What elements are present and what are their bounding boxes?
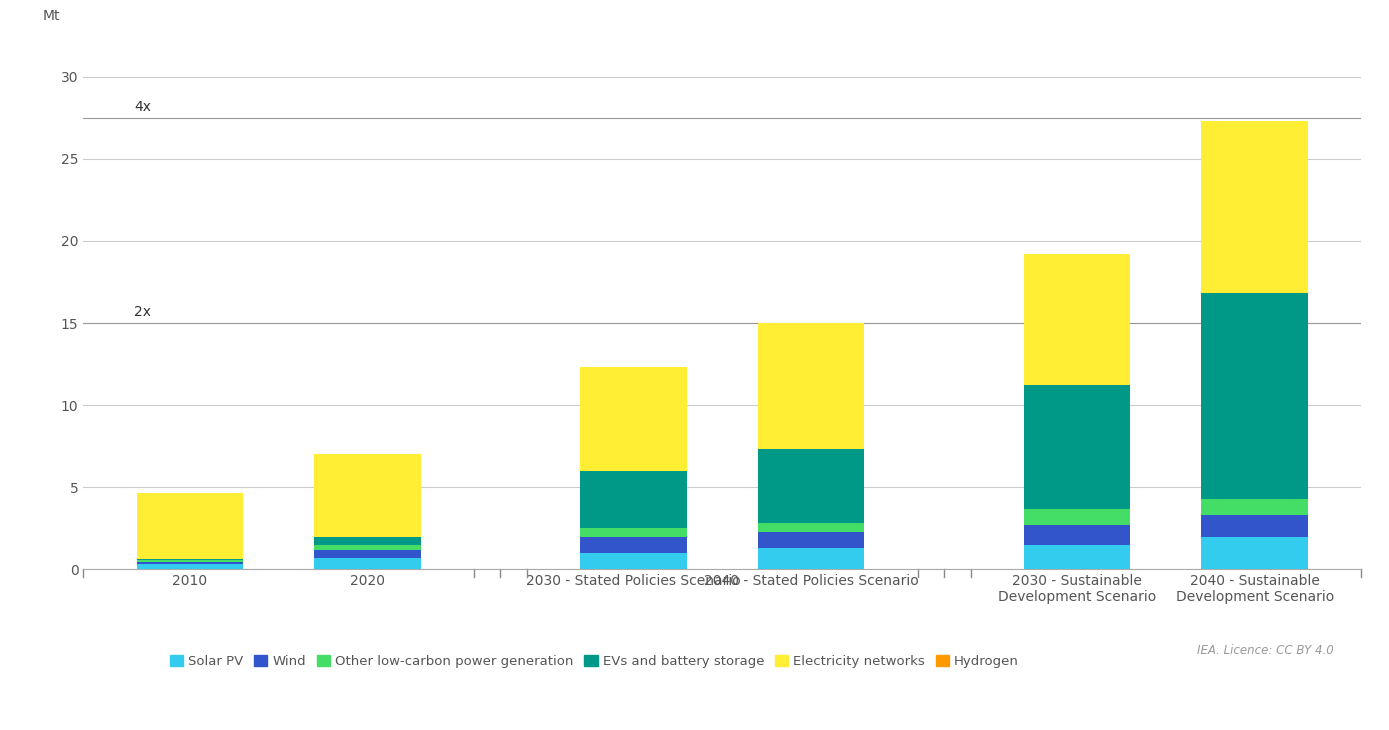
- Bar: [1024, 385, 1131, 509]
- Bar: [581, 537, 686, 553]
- Bar: [136, 564, 243, 569]
- Bar: [136, 562, 243, 564]
- Text: 2x: 2x: [135, 305, 151, 319]
- Bar: [314, 454, 421, 537]
- Bar: [314, 558, 421, 569]
- Text: IEA. Licence: CC BY 4.0: IEA. Licence: CC BY 4.0: [1197, 644, 1333, 657]
- Bar: [758, 531, 864, 548]
- Bar: [1024, 545, 1131, 569]
- Bar: [136, 561, 243, 562]
- Bar: [581, 367, 686, 471]
- Bar: [581, 553, 686, 569]
- Bar: [758, 523, 864, 531]
- Bar: [1201, 515, 1308, 537]
- Bar: [1201, 499, 1308, 515]
- Bar: [136, 493, 243, 558]
- Bar: [1024, 254, 1131, 385]
- Bar: [758, 548, 864, 569]
- Bar: [314, 537, 421, 545]
- Bar: [314, 545, 421, 550]
- Bar: [581, 529, 686, 537]
- Bar: [1201, 121, 1308, 293]
- Text: 4x: 4x: [135, 99, 151, 114]
- Bar: [1201, 537, 1308, 569]
- Bar: [581, 471, 686, 529]
- Bar: [1201, 293, 1308, 499]
- Bar: [1024, 509, 1131, 525]
- Y-axis label: Mt: Mt: [43, 9, 60, 23]
- Bar: [314, 550, 421, 558]
- Bar: [758, 450, 864, 523]
- Bar: [136, 558, 243, 561]
- Legend: Solar PV, Wind, Other low-carbon power generation, EVs and battery storage, Elec: Solar PV, Wind, Other low-carbon power g…: [169, 655, 1020, 668]
- Bar: [1024, 525, 1131, 545]
- Bar: [758, 323, 864, 450]
